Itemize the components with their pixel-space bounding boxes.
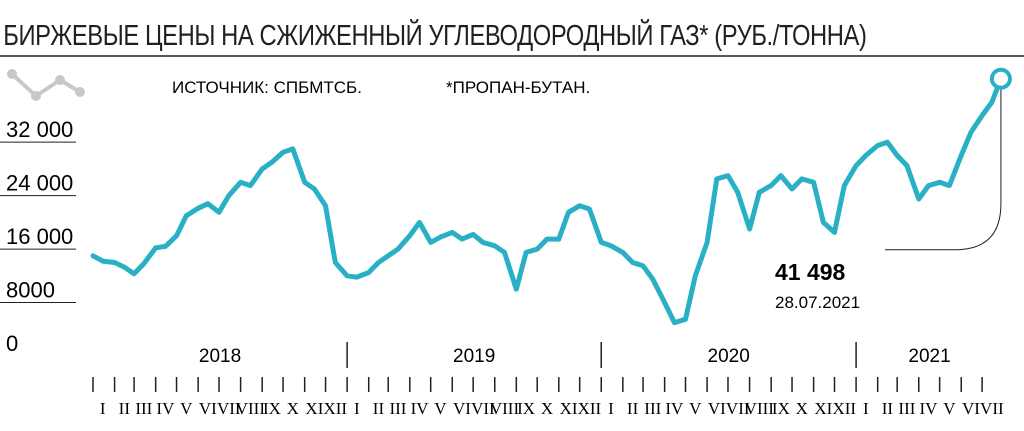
x-month-label: II [627, 399, 639, 418]
x-month-label: V [943, 399, 956, 418]
callout-date: 28.07.2021 [775, 293, 860, 312]
x-month-label: V [689, 399, 702, 418]
x-month-label: II [373, 399, 385, 418]
chart-logo-icon [7, 69, 85, 101]
x-month-label: II [119, 399, 131, 418]
x-month-label: III [644, 399, 661, 418]
y-axis: 32 000 24 000 16 000 8000 0 [0, 117, 76, 356]
x-month-label: XI [305, 399, 323, 418]
callout: 41 498 28.07.2021 [775, 259, 860, 312]
callout-value: 41 498 [775, 259, 846, 285]
x-month-label: X [796, 399, 808, 418]
x-month-label: I [863, 399, 869, 418]
x-month-label: III [135, 399, 152, 418]
x-month-label: VIII [236, 399, 266, 418]
x-month-label: I [354, 399, 360, 418]
y-tick-label: 32 000 [6, 117, 73, 142]
last-point-marker [989, 67, 1012, 90]
x-month-label: X [541, 399, 553, 418]
x-year-label: 2019 [453, 346, 495, 367]
x-month-label: XII [832, 399, 856, 418]
x-month-label: I [608, 399, 614, 418]
x-month-label: VII [217, 399, 241, 418]
x-month-label: XI [560, 399, 578, 418]
x-month-label: VIII [490, 399, 520, 418]
x-month-label: IV [665, 399, 684, 418]
x-month-label: XII [323, 399, 347, 418]
x-year-label: 2018 [199, 346, 241, 367]
y-tick-label: 0 [6, 331, 18, 356]
x-month-label: IV [156, 399, 175, 418]
x-month-label: VII [980, 399, 1004, 418]
callout-leader [885, 88, 1002, 251]
y-tick-label: 24 000 [6, 171, 73, 196]
x-month-label: VI [708, 399, 726, 418]
x-month-label: VI [453, 399, 471, 418]
x-month-label: VII [471, 399, 495, 418]
x-month-label: VII [726, 399, 750, 418]
x-month-label: IV [920, 399, 939, 418]
y-tick-label: 16 000 [6, 224, 73, 249]
x-month-label: VIII [745, 399, 775, 418]
x-month-label: IV [411, 399, 430, 418]
x-month-label: II [882, 399, 894, 418]
x-month-label: IX [263, 399, 281, 418]
x-month-label: V [434, 399, 447, 418]
x-month-label: III [389, 399, 406, 418]
x-year-label: 2020 [708, 346, 750, 367]
x-month-label: V [180, 399, 193, 418]
source-note: ИСТОЧНИК: СПБМТСБ. [172, 78, 362, 97]
x-month-label: IX [772, 399, 790, 418]
x-month-label: III [898, 399, 915, 418]
x-year-label: 2021 [908, 346, 950, 367]
x-month-label: VI [199, 399, 217, 418]
x-month-label: VI [962, 399, 980, 418]
x-month-label: XI [814, 399, 832, 418]
series-layer [90, 67, 1012, 326]
x-month-label: X [287, 399, 299, 418]
x-month-label: IX [517, 399, 535, 418]
footnote: *ПРОПАН-БУТАН. [446, 78, 590, 97]
chart-title: БИРЖЕВЫЕ ЦЕНЫ НА СЖИЖЕННЫЙ УГЛЕВОДОРОДНЫ… [3, 19, 866, 52]
x-month-label: I [100, 399, 106, 418]
series-line [90, 76, 1004, 326]
x-month-label: XII [578, 399, 602, 418]
y-tick-label: 8000 [6, 278, 55, 303]
